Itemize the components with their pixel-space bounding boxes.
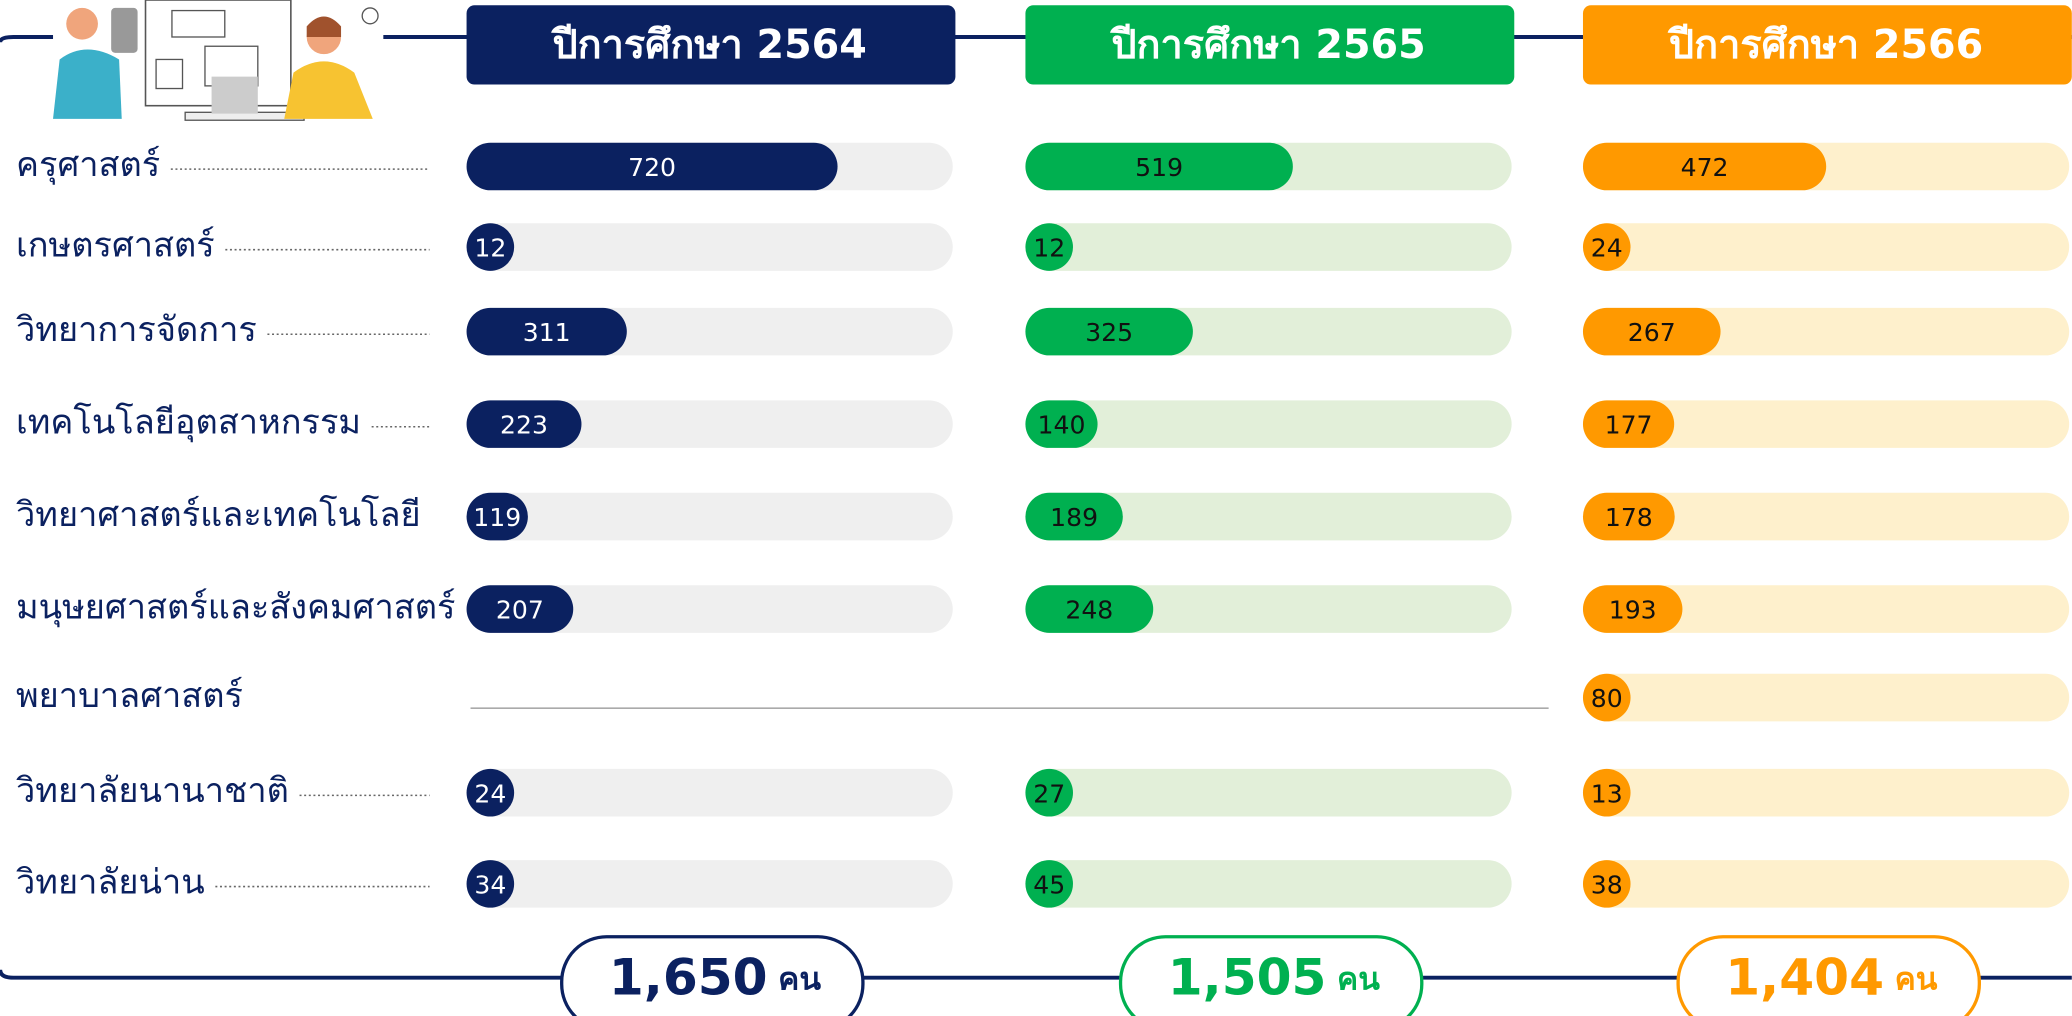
bar bbox=[466, 492, 528, 541]
bar bbox=[1025, 768, 1073, 817]
bar-track bbox=[1025, 492, 1512, 541]
category-label: วิทยาลัยน่าน bbox=[16, 862, 205, 902]
total-label: 1,505 คน bbox=[1168, 947, 1381, 1006]
bottom-rule bbox=[0, 969, 2072, 980]
bar-track bbox=[466, 400, 953, 448]
bar-track bbox=[1582, 673, 2070, 722]
column-header bbox=[1582, 5, 2072, 85]
bar-track bbox=[1025, 400, 1512, 448]
bar-track bbox=[1582, 223, 2070, 271]
bar bbox=[1582, 400, 1675, 448]
bar-track bbox=[1582, 492, 2070, 541]
bar-value-label: 24 bbox=[474, 779, 506, 808]
bar-value-label: 311 bbox=[523, 318, 571, 347]
illustration bbox=[53, 0, 379, 121]
bar bbox=[1025, 142, 1293, 191]
bar-value-label: 325 bbox=[1085, 318, 1133, 347]
column-header-label: ปีการศึกษา 2565 bbox=[1110, 22, 1426, 68]
bar-value-label: 13 bbox=[1591, 779, 1623, 808]
bar-track bbox=[466, 860, 953, 908]
total-label: 1,650 คน bbox=[609, 947, 822, 1006]
bar bbox=[1582, 585, 1683, 633]
bar-value-label: 178 bbox=[1605, 503, 1653, 532]
bar-value-label: 38 bbox=[1591, 871, 1623, 900]
total-label: 1,404 คน bbox=[1725, 947, 1938, 1006]
column-header-label: ปีการศึกษา 2566 bbox=[1667, 22, 1983, 68]
bar-value-label: 45 bbox=[1033, 871, 1065, 900]
total-pill bbox=[1676, 935, 1981, 1016]
bar bbox=[1582, 768, 1631, 817]
total-unit: คน bbox=[1337, 961, 1380, 997]
bar bbox=[1025, 860, 1073, 908]
category-label: ครุศาสตร์ bbox=[16, 145, 160, 185]
bar-track bbox=[1582, 768, 2070, 817]
bar bbox=[1582, 223, 1631, 271]
bar-track bbox=[1582, 860, 2070, 908]
bar bbox=[1582, 307, 1721, 356]
bar-track bbox=[1025, 223, 1512, 271]
bar-value-label: 223 bbox=[500, 411, 548, 440]
column-header-label: ปีการศึกษา 2564 bbox=[551, 22, 867, 68]
total-unit: คน bbox=[1895, 961, 1938, 997]
bar-track bbox=[466, 768, 953, 817]
bar-track bbox=[1025, 860, 1512, 908]
bar bbox=[466, 860, 515, 908]
bar-track bbox=[466, 223, 953, 271]
category-label: พยาบาลศาสตร์ bbox=[16, 676, 243, 716]
total-pill bbox=[560, 935, 865, 1016]
bar-value-label: 267 bbox=[1628, 318, 1676, 347]
bar-track bbox=[466, 585, 953, 633]
bar bbox=[1582, 673, 1631, 722]
bar-value-label: 12 bbox=[1033, 234, 1065, 263]
bar-track bbox=[1582, 585, 2070, 633]
total-pill bbox=[1118, 935, 1424, 1016]
bar-value-label: 207 bbox=[496, 596, 544, 625]
bar-value-label: 472 bbox=[1681, 153, 1729, 182]
bar-track bbox=[1582, 400, 2070, 448]
bar-value-label: 720 bbox=[628, 153, 676, 182]
bar bbox=[466, 400, 582, 448]
bar bbox=[1582, 860, 1631, 908]
bar bbox=[1582, 142, 1827, 191]
bar-value-label: 519 bbox=[1135, 153, 1183, 182]
bar bbox=[1025, 223, 1073, 271]
category-label: วิทยาการจัดการ bbox=[16, 310, 257, 350]
bar bbox=[466, 768, 515, 817]
column-header bbox=[1025, 5, 1515, 85]
bar-value-label: 177 bbox=[1605, 411, 1653, 440]
bar-value-label: 248 bbox=[1065, 596, 1113, 625]
bar-value-label: 24 bbox=[1591, 234, 1623, 263]
bar-value-label: 189 bbox=[1050, 503, 1098, 532]
bar bbox=[466, 585, 574, 633]
bar-value-label: 119 bbox=[473, 503, 521, 532]
bar-value-label: 193 bbox=[1609, 596, 1657, 625]
bar-value-label: 140 bbox=[1038, 411, 1086, 440]
bar bbox=[1025, 307, 1193, 356]
bar bbox=[1582, 492, 1675, 541]
bar-value-label: 27 bbox=[1033, 779, 1065, 808]
bar bbox=[466, 223, 515, 271]
category-label: เกษตรศาสตร์ bbox=[16, 226, 215, 266]
bar bbox=[1025, 492, 1123, 541]
total-value: 1,650 bbox=[609, 947, 768, 1006]
category-label: วิทยาศาสตร์และเทคโนโลยี bbox=[16, 495, 421, 535]
bar-value-label: 80 bbox=[1591, 684, 1623, 713]
category-label: มนุษยศาสตร์และสังคมศาสตร์ bbox=[16, 588, 455, 628]
bar-track bbox=[1025, 768, 1512, 817]
category-label: วิทยาลัยนานาชาติ bbox=[16, 771, 289, 811]
column-header bbox=[466, 5, 956, 85]
bar bbox=[1025, 585, 1154, 633]
bar bbox=[466, 307, 627, 356]
total-value: 1,404 bbox=[1725, 947, 1884, 1006]
bar bbox=[1025, 400, 1098, 448]
category-label: เทคโนโลยีอุตสาหกรรม bbox=[16, 403, 361, 443]
bar-value-label: 34 bbox=[474, 871, 506, 900]
bar bbox=[466, 142, 838, 191]
bar-track bbox=[466, 492, 953, 541]
total-unit: คน bbox=[778, 961, 821, 997]
bar-value-label: 12 bbox=[474, 234, 506, 263]
total-value: 1,505 bbox=[1168, 947, 1327, 1006]
